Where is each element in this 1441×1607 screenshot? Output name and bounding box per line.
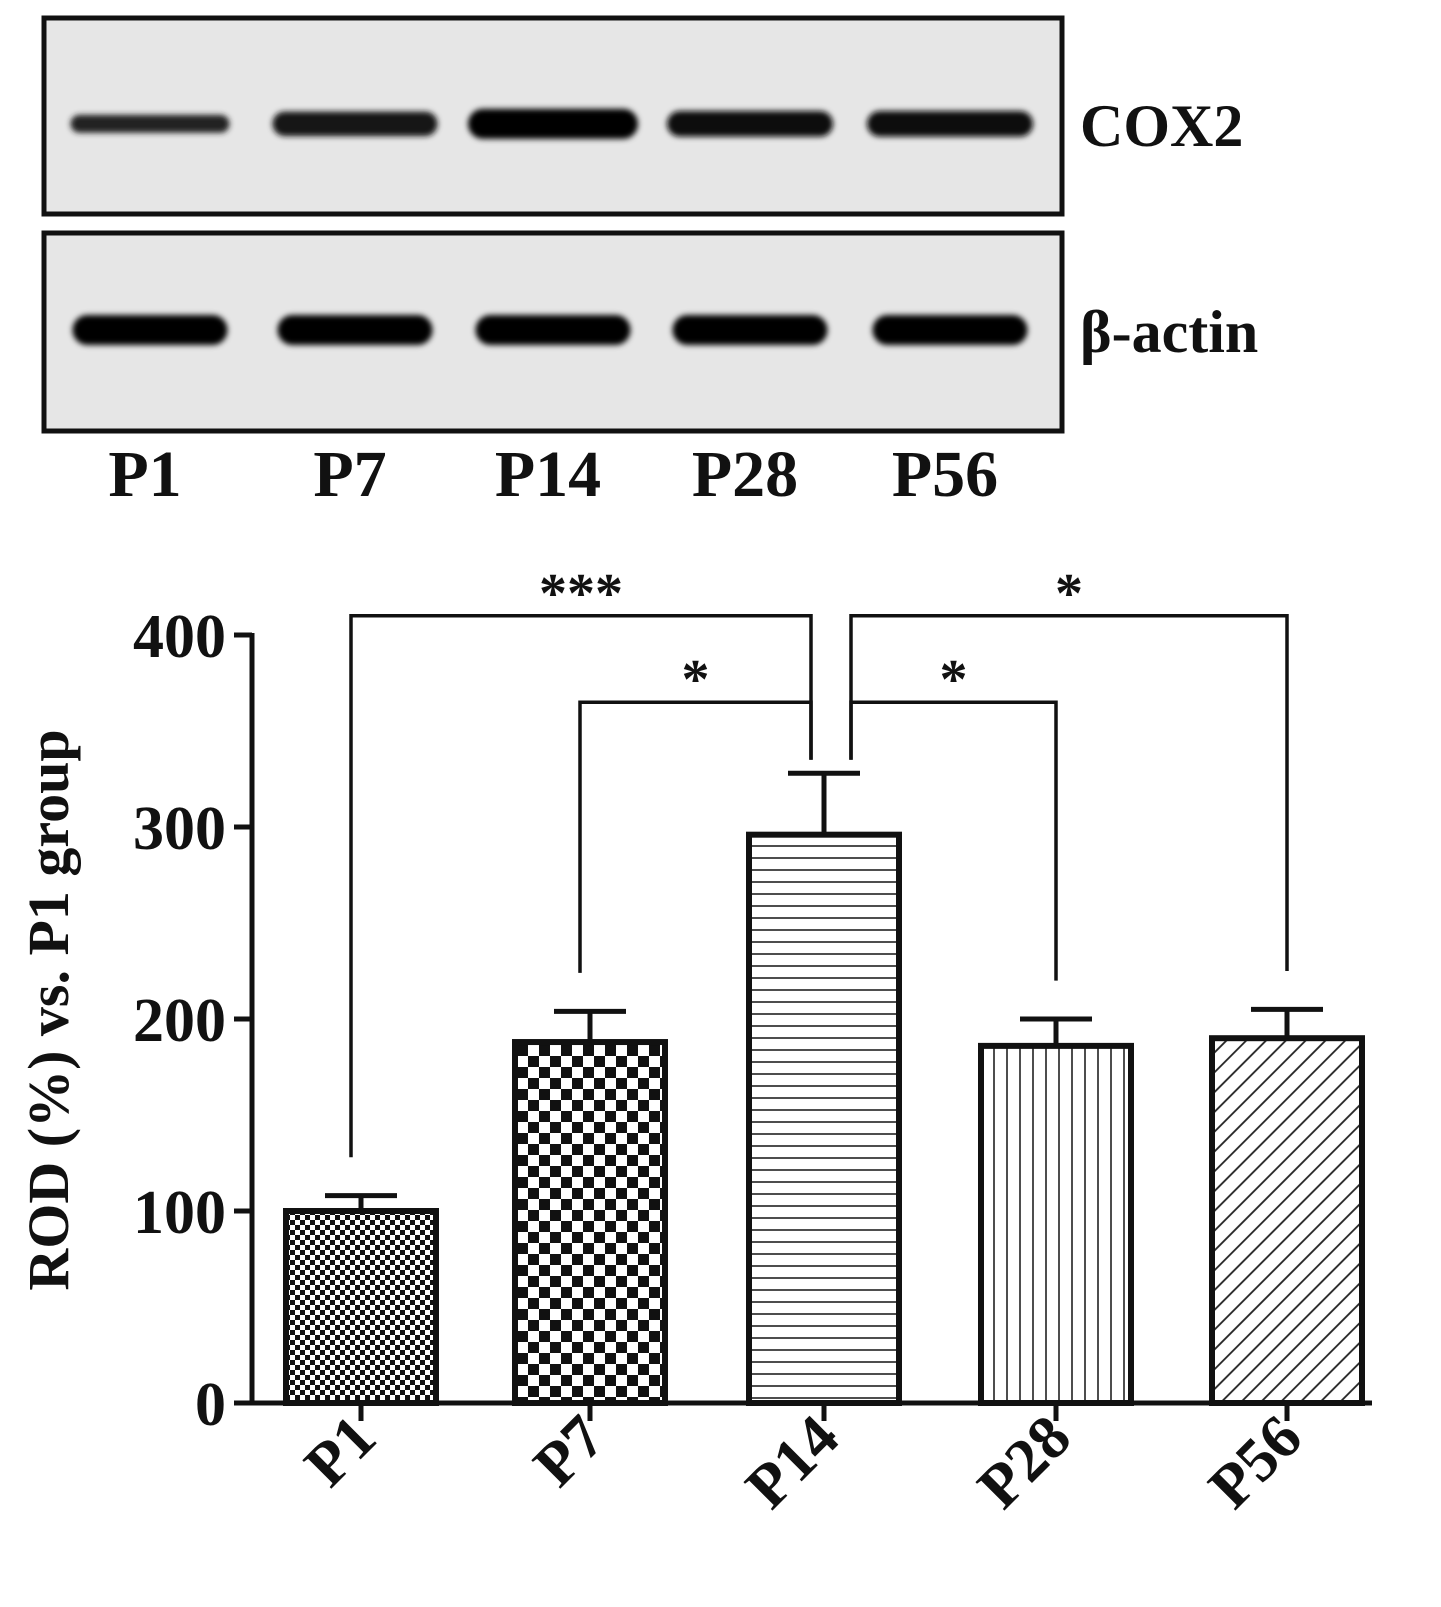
blot-row-label: β-actin bbox=[1080, 299, 1258, 365]
significance-bracket bbox=[578, 700, 813, 973]
blot-lane-label: P1 bbox=[108, 438, 181, 511]
significance-brackets: **** ** bbox=[349, 563, 1289, 1158]
x-tick-label: P56 bbox=[1196, 1403, 1315, 1522]
blot-band bbox=[272, 111, 438, 137]
blot-band bbox=[72, 315, 228, 346]
x-tick-label: P28 bbox=[965, 1403, 1084, 1522]
y-tick-label: 200 bbox=[133, 987, 226, 1055]
blot-row-label: COX2 bbox=[1080, 93, 1243, 159]
bar bbox=[283, 1208, 439, 1406]
blot-lane-label: P28 bbox=[692, 438, 798, 511]
western-blot: COX2 β-actin P1 P7 P14 P28 P56 bbox=[41, 15, 1258, 511]
significance-label: * bbox=[940, 649, 968, 711]
bars bbox=[283, 831, 1365, 1407]
y-tick-label: 100 bbox=[133, 1179, 226, 1247]
blot-band bbox=[277, 315, 433, 346]
blot-band bbox=[867, 111, 1033, 137]
bar bbox=[978, 1042, 1134, 1406]
bar bbox=[512, 1039, 668, 1407]
y-tick-label: 0 bbox=[195, 1371, 226, 1439]
y-axis-label: ROD (%) vs. P1 group bbox=[16, 729, 81, 1290]
x-tick-label: P14 bbox=[733, 1403, 852, 1522]
blot-lane-label: P56 bbox=[892, 438, 998, 511]
error-bars bbox=[325, 770, 1323, 1211]
blot-band bbox=[70, 114, 230, 133]
y-tick-label: 400 bbox=[133, 603, 226, 671]
bar bbox=[746, 831, 902, 1406]
y-tick-label: 300 bbox=[133, 795, 226, 863]
blot-lane-label: P7 bbox=[313, 438, 386, 511]
significance-bracket bbox=[849, 614, 1289, 971]
bar bbox=[1209, 1035, 1365, 1406]
x-tick-label: P7 bbox=[521, 1403, 618, 1500]
significance-label: *** bbox=[539, 563, 623, 625]
blot-lane-label: P14 bbox=[495, 438, 601, 511]
blot-band bbox=[468, 108, 638, 139]
blot-band bbox=[872, 315, 1028, 346]
blot-band bbox=[672, 315, 828, 346]
significance-label: * bbox=[1055, 563, 1083, 625]
significance-label: * bbox=[682, 649, 710, 711]
x-tick-label: P1 bbox=[292, 1403, 389, 1500]
blot-band bbox=[475, 315, 631, 346]
significance-bracket bbox=[349, 614, 813, 1158]
blot-band bbox=[667, 111, 833, 137]
